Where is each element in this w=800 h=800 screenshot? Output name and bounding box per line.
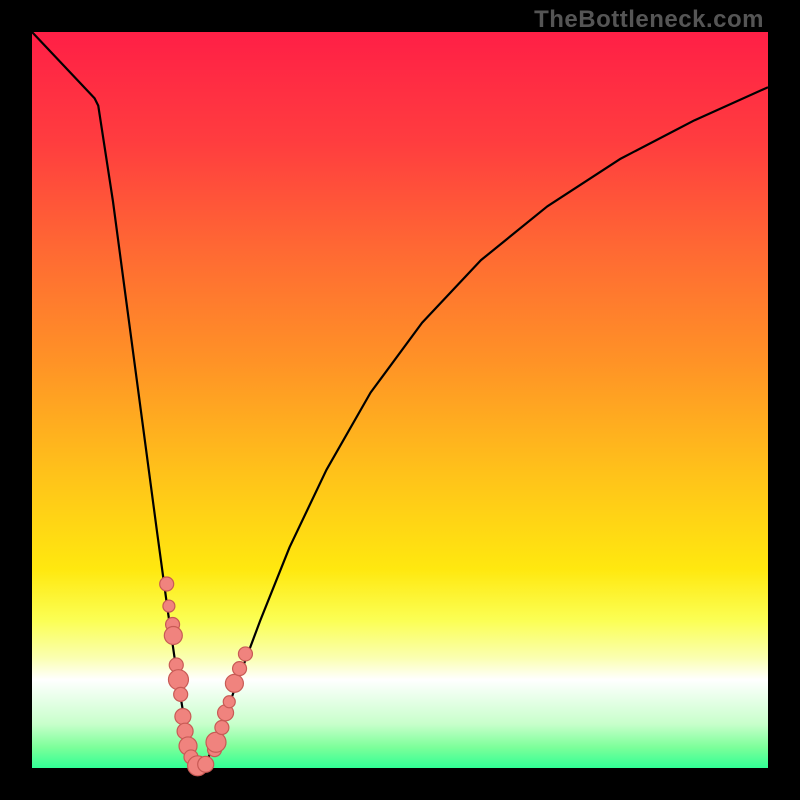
chart-svg xyxy=(0,0,800,800)
bottleneck-curve xyxy=(32,32,768,768)
scatter-point xyxy=(160,577,174,591)
scatter-point xyxy=(225,674,243,692)
scatter-point xyxy=(164,627,182,645)
chart-container: TheBottleneck.com xyxy=(0,0,800,800)
scatter-point xyxy=(233,662,247,676)
scatter-point xyxy=(175,708,191,724)
scatter-point xyxy=(163,600,175,612)
scatter-point xyxy=(215,721,229,735)
scatter-point xyxy=(238,647,252,661)
scatter-point xyxy=(223,696,235,708)
scatter-point xyxy=(168,670,188,690)
scatter-point xyxy=(174,687,188,701)
watermark-text: TheBottleneck.com xyxy=(534,6,764,34)
scatter-point xyxy=(206,732,226,752)
scatter-point xyxy=(198,756,214,772)
